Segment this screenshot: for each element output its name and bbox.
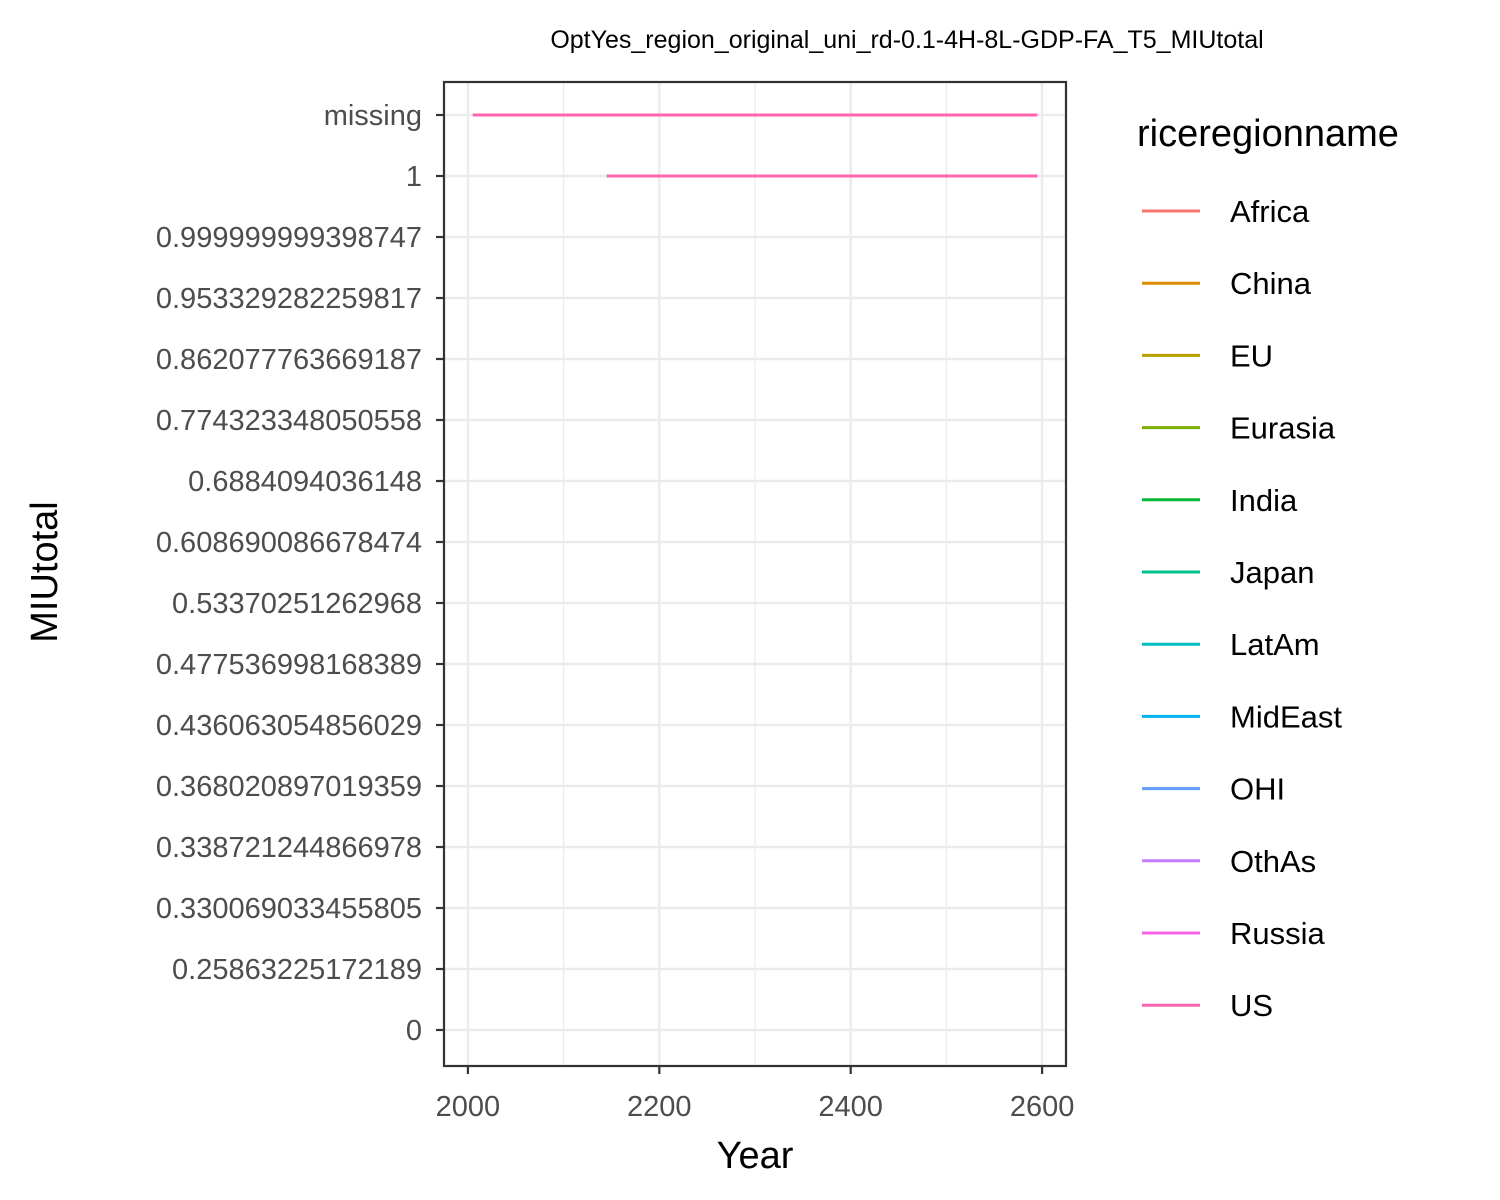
y-tick-label: 0.6884094036148 (188, 466, 422, 498)
legend-item-eu: EU (1142, 338, 1273, 373)
series-lines (472, 113, 1038, 178)
legend-label: Africa (1230, 194, 1310, 229)
legend-item-othas: OthAs (1142, 844, 1316, 879)
y-tick-label: 0.477536998168389 (156, 649, 422, 681)
legend-items: Africa China EU Eurasia India Japan LatAm MidEa… (1142, 194, 1342, 1023)
x-tick-label: 2200 (627, 1091, 692, 1123)
y-tick-label: 0.953329282259817 (156, 283, 422, 315)
y-tick-label: 0.330069033455805 (156, 893, 422, 925)
legend-item-eurasia: Eurasia (1142, 411, 1336, 446)
legend-label: Eurasia (1230, 411, 1336, 446)
legend-item-india: India (1142, 483, 1298, 518)
legend-item-ohi: OHI (1142, 772, 1285, 807)
y-tick-label: 1 (406, 161, 422, 193)
y-tick-label: 0.999999999398747 (156, 222, 422, 254)
y-tick-label: 0.25863225172189 (172, 954, 422, 986)
legend-item-japan: Japan (1142, 555, 1314, 590)
y-axis: 0 0.25863225172189 0.330069033455805 0.3387… (156, 100, 444, 1047)
legend-label: China (1230, 266, 1312, 301)
legend-item-us: US (1142, 988, 1273, 1023)
legend-label: EU (1230, 338, 1273, 373)
legend-label: Russia (1230, 916, 1326, 951)
y-tick-label: 0.436063054856029 (156, 710, 422, 742)
legend-item-mideast: MidEast (1142, 699, 1342, 734)
x-tick-label: 2600 (1010, 1091, 1075, 1123)
legend-label: OHI (1230, 772, 1285, 807)
x-axis: 2000 2200 2400 2600 (436, 1066, 1075, 1123)
y-tick-label: 0.338721244866978 (156, 832, 422, 864)
y-axis-title: MIUtotal (24, 501, 66, 642)
y-tick-label: 0.774323348050558 (156, 405, 422, 437)
y-tick-label: 0.862077763669187 (156, 344, 422, 376)
legend-title: riceregionname (1137, 113, 1399, 155)
y-tick-label: 0.368020897019359 (156, 771, 422, 803)
x-tick-label: 2400 (818, 1091, 883, 1123)
gridlines (444, 82, 1066, 1066)
legend-label: LatAm (1230, 627, 1320, 662)
legend-label: Japan (1230, 555, 1314, 590)
plot-panel-border (442, 80, 1068, 1068)
x-axis-title: Year (717, 1135, 794, 1177)
legend: riceregionname Africa China EU Eurasia India… (1137, 113, 1399, 1023)
legend-item-russia: Russia (1142, 916, 1326, 951)
chart-title: OptYes_region_original_uni_rd-0.1-4H-8L-… (550, 26, 1263, 54)
y-tick-label: 0.53370251262968 (172, 588, 422, 620)
y-tick-label: 0.608690086678474 (156, 527, 422, 559)
legend-label: US (1230, 988, 1273, 1023)
legend-label: OthAs (1230, 844, 1316, 879)
y-tick-label: missing (324, 100, 422, 132)
legend-label: India (1230, 483, 1298, 518)
legend-item-latam: LatAm (1142, 627, 1320, 662)
y-tick-label: 0 (406, 1015, 422, 1047)
legend-item-africa: Africa (1142, 194, 1310, 229)
x-tick-label: 2000 (436, 1091, 501, 1123)
legend-label: MidEast (1230, 699, 1342, 734)
legend-item-china: China (1142, 266, 1312, 301)
